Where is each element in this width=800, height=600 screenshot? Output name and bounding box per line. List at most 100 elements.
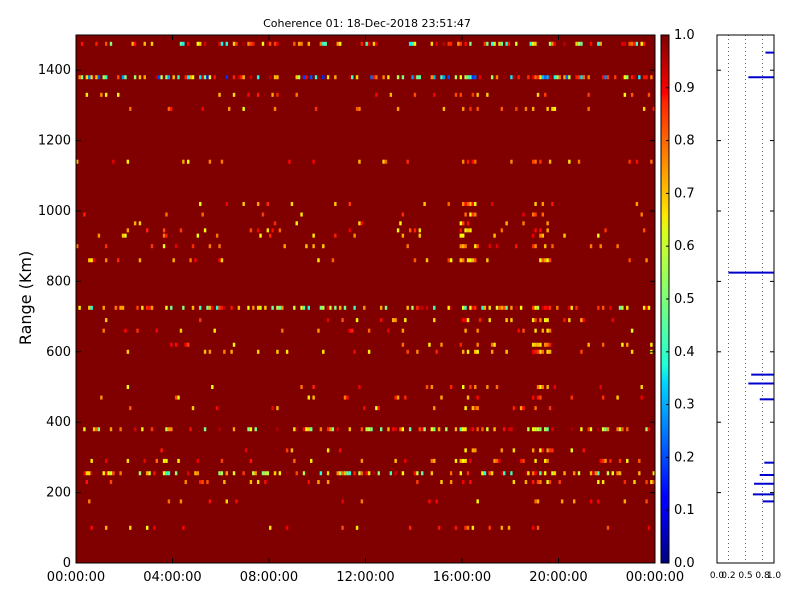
heatmap-cell — [471, 448, 475, 453]
heatmap-cell — [97, 75, 101, 80]
heatmap-cell — [546, 258, 549, 263]
heatmap-cell — [100, 471, 103, 476]
heatmap-cell — [613, 75, 617, 80]
heatmap-cell — [377, 406, 380, 411]
heatmap-cell — [430, 458, 434, 463]
heatmap-cell — [478, 75, 482, 80]
profile-x-tick-label: 0.0 — [710, 571, 725, 581]
heatmap-cell — [269, 75, 272, 80]
heatmap-cell — [536, 75, 540, 80]
heatmap-cell — [498, 458, 501, 463]
heatmap-cell — [471, 159, 475, 164]
colorbar-ticks: 0.0 0.1 0.2 0.3 0.4 0.5 0.6 0.7 0.8 0.9 1.0 — [666, 28, 695, 571]
heatmap-cell — [227, 75, 231, 80]
heatmap-cell — [541, 258, 545, 263]
y-tick-label: 200 — [46, 486, 71, 501]
heatmap-cell — [109, 480, 113, 485]
heatmap-cell — [247, 41, 250, 46]
chart-title: Coherence 01: 18-Dec-2018 23:51:47 — [263, 17, 471, 30]
heatmap-cell — [428, 342, 431, 347]
heatmap-cell — [249, 480, 253, 485]
heatmap-cell — [208, 305, 212, 310]
heatmap-cell — [259, 233, 262, 238]
heatmap-cell — [411, 41, 414, 46]
heatmap-cell — [201, 305, 204, 310]
heatmap-cell — [278, 427, 282, 432]
heatmap-cell — [394, 427, 397, 432]
heatmap-cell — [329, 75, 332, 80]
heatmap-cell — [331, 427, 335, 432]
heatmap-cell — [486, 427, 489, 432]
heatmap-cell — [196, 458, 200, 463]
heatmap-cell — [411, 305, 414, 310]
heatmap-cell — [604, 458, 607, 463]
heatmap-cell — [278, 228, 282, 233]
heatmap-cell — [162, 233, 166, 238]
heatmap-cell — [606, 525, 610, 530]
heatmap-cell — [464, 318, 467, 323]
heatmap-cell — [355, 106, 359, 111]
heatmap-cell — [517, 41, 520, 46]
heatmap-cell — [474, 385, 477, 389]
heatmap-cell — [394, 318, 397, 323]
heatmap-cell — [203, 75, 207, 80]
heatmap-cell — [408, 525, 412, 530]
heatmap-cell — [162, 244, 166, 249]
heatmap-cell — [194, 427, 197, 432]
heatmap-cell — [587, 342, 590, 347]
heatmap-cell — [638, 458, 641, 463]
heatmap-cell — [577, 41, 581, 46]
heatmap-cell — [126, 349, 130, 354]
heatmap-cell — [145, 525, 149, 530]
heatmap-cell — [572, 471, 576, 476]
heatmap-cell — [256, 305, 260, 310]
heatmap-cell — [630, 328, 634, 333]
heatmap-cell — [647, 427, 651, 432]
heatmap-cell — [577, 471, 581, 476]
heatmap-cell — [546, 228, 549, 233]
heatmap-cell — [97, 233, 101, 238]
heatmap-cell — [435, 349, 438, 354]
heatmap-cell — [225, 427, 228, 432]
heatmap-cell — [531, 318, 535, 323]
heatmap-cell — [338, 41, 342, 46]
heatmap-cell — [454, 75, 458, 80]
profile-y-ticks — [717, 69, 774, 564]
heatmap-cell — [544, 75, 547, 80]
heatmap-cell — [191, 427, 195, 432]
heatmap-cell — [208, 244, 212, 249]
heatmap-cell — [544, 92, 547, 97]
heatmap-cell — [100, 305, 103, 310]
heatmap-cell — [478, 318, 482, 323]
heatmap-cell — [539, 480, 542, 485]
heatmap-cell — [650, 159, 653, 164]
heatmap-cell — [529, 305, 532, 310]
heatmap-cell — [186, 305, 190, 310]
heatmap-cell — [462, 159, 465, 164]
heatmap-cell — [124, 75, 127, 80]
heatmap-cell — [179, 228, 183, 233]
heatmap-cell — [522, 212, 525, 217]
heatmap-cell — [640, 395, 643, 400]
heatmap-cell — [314, 106, 318, 111]
heatmap-cell — [519, 471, 523, 476]
heatmap-cell — [355, 471, 359, 476]
heatmap-cell — [546, 471, 549, 476]
profile-x-tick-label: 0.5 — [738, 571, 752, 581]
heatmap-cell — [541, 212, 545, 217]
heatmap-cell — [587, 305, 590, 310]
heatmap-cell — [541, 41, 545, 46]
heatmap-cell — [459, 41, 462, 46]
heatmap-cell — [218, 258, 221, 263]
heatmap-cell — [401, 342, 405, 347]
heatmap-cell — [575, 41, 578, 46]
heatmap-cell — [360, 499, 364, 504]
heatmap-cell — [155, 458, 159, 463]
heatmap-cell — [469, 480, 472, 485]
heatmap-cell — [568, 305, 571, 310]
heatmap-cell — [462, 233, 465, 238]
heatmap-cell — [389, 41, 393, 46]
heatmap-cell — [396, 41, 400, 46]
heatmap-cell — [495, 244, 499, 249]
heatmap-cell — [462, 221, 465, 226]
